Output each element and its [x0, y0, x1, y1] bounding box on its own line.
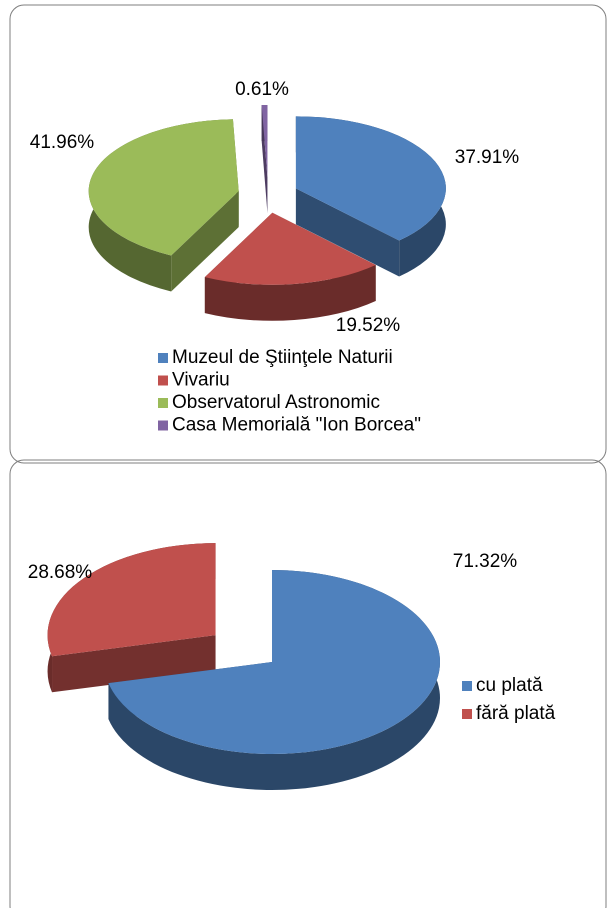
- slice-wall: [295, 188, 400, 277]
- legend-swatch: [158, 353, 168, 363]
- data-label: 71.32%: [453, 551, 518, 572]
- slice-top: [295, 116, 446, 241]
- slice-wall: [52, 635, 216, 693]
- legend-label: Muzeul de Ştiinţele Naturii: [172, 347, 393, 368]
- legend-label: Observatorul Astronomic: [172, 392, 380, 413]
- data-label: 0.61%: [235, 79, 289, 100]
- data-label: 41.96%: [30, 132, 95, 153]
- slice-rim: [204, 265, 376, 321]
- slice: [204, 212, 376, 321]
- legend-swatch: [462, 709, 472, 719]
- slice-top: [88, 119, 239, 256]
- legend-swatch: [158, 398, 168, 408]
- legend-swatch: [158, 420, 168, 431]
- slice: [295, 116, 446, 277]
- slice-wall: [171, 191, 239, 292]
- slice: [261, 105, 268, 214]
- chart-frame: [9, 459, 607, 908]
- data-label: 37.91%: [455, 147, 520, 168]
- slice-top: [261, 105, 268, 178]
- chart-frame: [9, 4, 607, 464]
- slice: [108, 570, 440, 791]
- legend-label: Vivariu: [172, 370, 230, 391]
- data-label: 19.52%: [336, 315, 401, 336]
- legend-label: Casa Memorială "Ion Borcea": [172, 415, 421, 436]
- legend-swatch: [462, 681, 472, 691]
- data-label: 28.68%: [28, 562, 93, 583]
- legend-swatch: [158, 375, 168, 386]
- slice-top: [108, 570, 440, 755]
- slice-top: [47, 543, 216, 657]
- legend-label: fără plată: [476, 703, 556, 724]
- slice: [88, 119, 239, 292]
- slice: [47, 543, 216, 693]
- slice-top: [204, 212, 376, 285]
- legend-label: cu plată: [476, 675, 543, 696]
